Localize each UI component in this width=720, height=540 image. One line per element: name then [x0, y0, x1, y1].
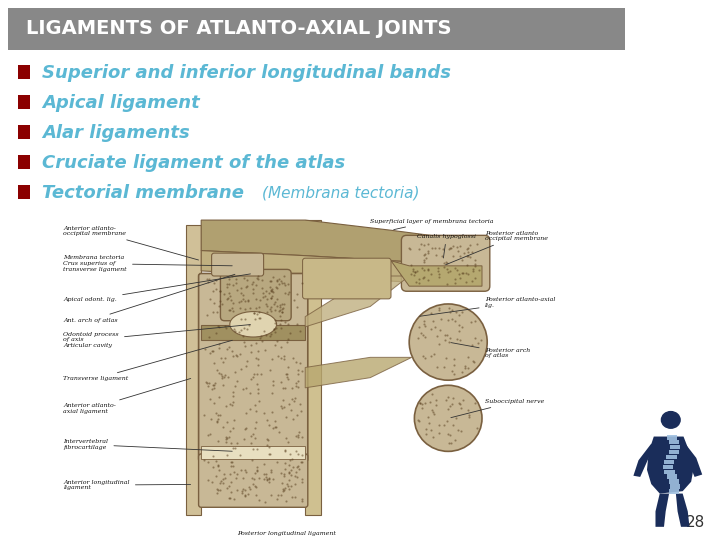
Bar: [669, 489, 679, 494]
Text: LIGAMENTS OF ATLANTO-AXIAL JOINTS: LIGAMENTS OF ATLANTO-AXIAL JOINTS: [26, 19, 451, 38]
FancyBboxPatch shape: [402, 235, 490, 291]
Polygon shape: [201, 220, 480, 266]
Text: Posterior longitudinal ligament: Posterior longitudinal ligament: [238, 531, 336, 536]
Text: Posterior arch
of atlas: Posterior arch of atlas: [451, 342, 530, 359]
Text: Apical ligament: Apical ligament: [42, 94, 199, 112]
Polygon shape: [305, 276, 409, 327]
Bar: [18, 65, 30, 79]
Bar: [8, 8, 625, 50]
Text: Alar ligaments: Alar ligaments: [42, 124, 190, 142]
Polygon shape: [647, 436, 694, 494]
Text: Membrana tectoria
Crus superius of
transverse ligament: Membrana tectoria Crus superius of trans…: [63, 255, 233, 272]
Bar: [667, 435, 677, 440]
Text: Anterior atlanto-
axial ligament: Anterior atlanto- axial ligament: [63, 379, 191, 414]
Text: Intervertebral
fibrocartilage: Intervertebral fibrocartilage: [63, 439, 233, 451]
Bar: [201, 446, 305, 459]
Bar: [669, 480, 680, 484]
FancyBboxPatch shape: [302, 258, 391, 299]
Text: 28: 28: [685, 515, 705, 530]
Text: Transverse ligament: Transverse ligament: [63, 340, 233, 381]
Bar: [18, 155, 30, 169]
Text: Posterior atlanto-axial
lig.: Posterior atlanto-axial lig.: [420, 296, 555, 316]
Text: Tectorial membrane: Tectorial membrane: [42, 184, 251, 202]
Polygon shape: [634, 444, 655, 477]
Text: Superficial layer of membrana tectoria: Superficial layer of membrana tectoria: [370, 219, 494, 230]
Polygon shape: [186, 225, 201, 515]
Text: Cruciate ligament of the atlas: Cruciate ligament of the atlas: [42, 154, 346, 172]
Bar: [663, 464, 673, 469]
Polygon shape: [201, 251, 485, 286]
Bar: [18, 185, 30, 199]
Text: Posterior atlanto
occipital membrane: Posterior atlanto occipital membrane: [446, 231, 548, 265]
Polygon shape: [391, 261, 482, 286]
Polygon shape: [676, 494, 690, 527]
Bar: [669, 440, 679, 444]
Bar: [669, 450, 679, 455]
FancyBboxPatch shape: [220, 269, 291, 321]
Bar: [201, 325, 305, 340]
Ellipse shape: [230, 312, 276, 337]
Polygon shape: [655, 494, 669, 527]
Ellipse shape: [662, 411, 680, 428]
Bar: [667, 475, 677, 480]
Text: Canalis hypoglossi: Canalis hypoglossi: [417, 234, 476, 258]
FancyBboxPatch shape: [199, 454, 308, 507]
Bar: [18, 95, 30, 109]
Circle shape: [409, 304, 487, 380]
Bar: [670, 445, 680, 449]
Polygon shape: [305, 357, 412, 388]
Text: Superior and inferior longitudinal bands: Superior and inferior longitudinal bands: [42, 64, 451, 82]
Text: Apical odont. lig.: Apical odont. lig.: [63, 274, 251, 302]
Text: Odontoid process
of axis
Articular cavity: Odontoid process of axis Articular cavit…: [63, 325, 251, 348]
FancyBboxPatch shape: [212, 253, 264, 276]
Circle shape: [415, 386, 482, 451]
Bar: [18, 125, 30, 139]
Polygon shape: [681, 444, 702, 477]
Text: Anterior longitudinal
ligament: Anterior longitudinal ligament: [63, 480, 191, 490]
Bar: [664, 460, 674, 464]
Text: Ant. arch of atlas: Ant. arch of atlas: [63, 274, 235, 323]
Bar: [670, 484, 680, 489]
FancyBboxPatch shape: [199, 273, 308, 462]
Text: Suboccipital nerve: Suboccipital nerve: [451, 399, 544, 417]
Bar: [666, 455, 677, 460]
Text: Anterior atlanto-
occipital membrane: Anterior atlanto- occipital membrane: [63, 226, 199, 260]
Bar: [665, 469, 675, 474]
Text: (Membrana tectoria): (Membrana tectoria): [262, 186, 420, 200]
Polygon shape: [305, 220, 321, 515]
